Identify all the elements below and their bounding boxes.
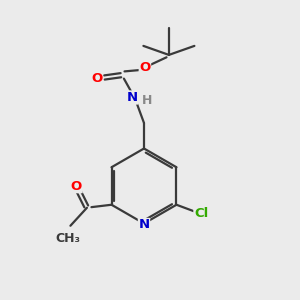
Text: Cl: Cl xyxy=(194,207,208,220)
Text: O: O xyxy=(91,71,103,85)
Text: N: N xyxy=(126,91,138,104)
Text: N: N xyxy=(138,218,150,232)
Text: O: O xyxy=(139,61,151,74)
Text: H: H xyxy=(142,94,152,107)
Text: CH₃: CH₃ xyxy=(55,232,80,245)
Text: O: O xyxy=(71,180,82,193)
